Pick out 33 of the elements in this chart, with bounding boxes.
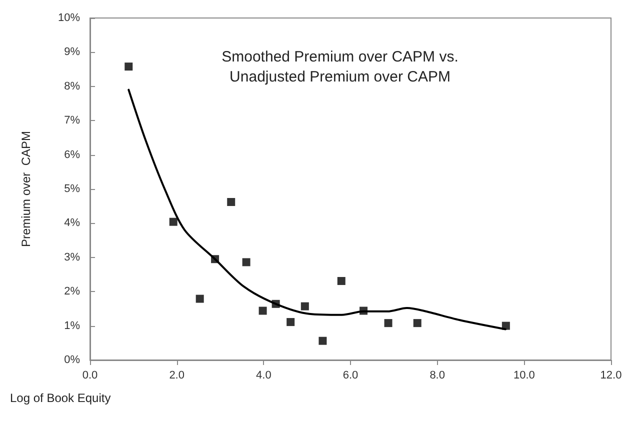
x-tick-label: 8.0 xyxy=(430,370,445,382)
point xyxy=(227,198,236,206)
point xyxy=(258,306,267,315)
y-tick-label: 0% xyxy=(64,354,80,366)
point xyxy=(318,336,327,345)
y-tick-label: 9% xyxy=(64,46,80,58)
y-tick-label: 7% xyxy=(64,114,80,127)
y-tick-label: 1% xyxy=(64,320,80,332)
y-axis-title: Premium over CAPM xyxy=(19,130,33,248)
point xyxy=(300,302,309,310)
y-tick-label: 4% xyxy=(64,217,80,230)
point xyxy=(384,319,392,328)
y-tick-label: 5% xyxy=(64,183,80,195)
x-axis-title: Log of Book Equity xyxy=(10,391,111,405)
y-tick-label: 6% xyxy=(64,148,80,161)
y-tick-label: 8% xyxy=(64,80,80,92)
x-tick-label: 6.0 xyxy=(342,370,358,382)
point xyxy=(337,277,346,285)
y-tick-label: 3% xyxy=(64,251,80,264)
x-tick-label: 10.0 xyxy=(513,370,535,382)
text: Smoothed Premium over CAPM vs. Unadjusted Premium over CAPM xyxy=(222,48,458,86)
point xyxy=(286,318,295,326)
y-tick-label: 2% xyxy=(64,286,80,298)
x-tick-label: 4.0 xyxy=(256,370,272,382)
x-tick-label: 12.0 xyxy=(600,370,622,382)
point xyxy=(413,319,422,328)
x-tick-label: 0.0 xyxy=(82,370,98,382)
point xyxy=(196,294,204,303)
point xyxy=(242,258,250,266)
point xyxy=(169,218,178,226)
y-tick-label: 10% xyxy=(58,12,80,24)
x-tick-label: 2.0 xyxy=(169,370,184,382)
point xyxy=(124,62,133,71)
